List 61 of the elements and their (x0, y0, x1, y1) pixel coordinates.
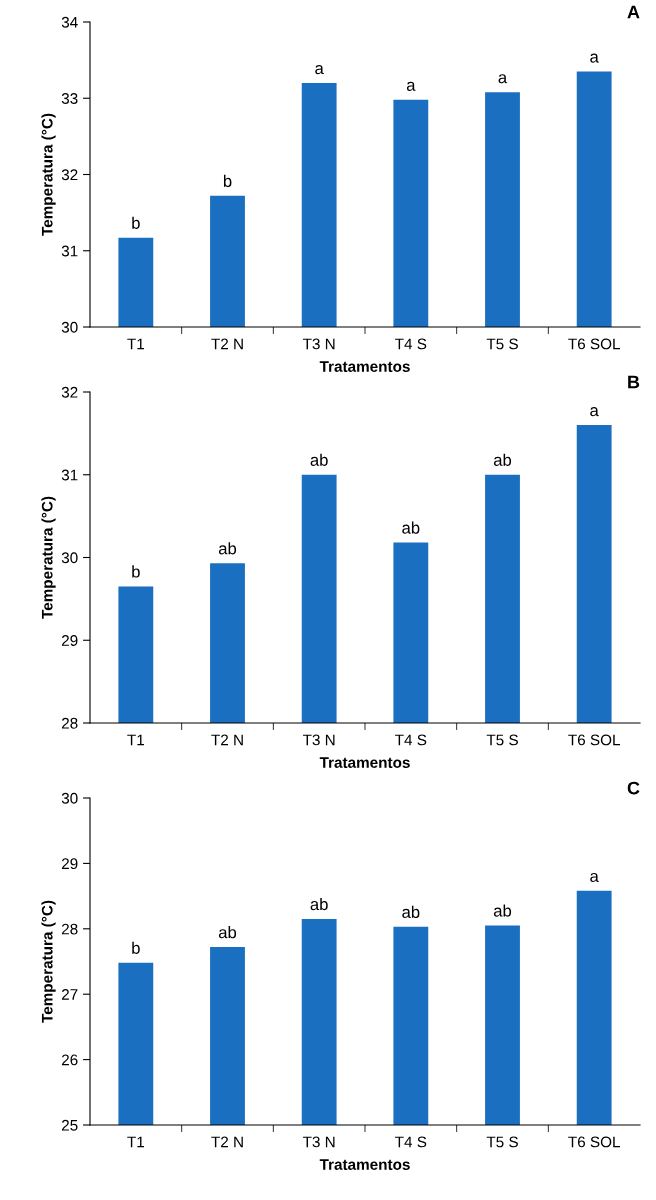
y-tick-label: 25 (61, 1119, 78, 1131)
x-tick-label: T6 SOL (568, 338, 620, 350)
x-axis-title: Tratamentos (319, 361, 410, 372)
chart-title: C (627, 781, 640, 795)
x-tick-label: T1 (127, 734, 144, 746)
annotation: a (315, 65, 324, 75)
y-tick-label: 31 (61, 469, 78, 481)
annotation: a (498, 74, 508, 84)
y-tick-label: 30 (61, 321, 78, 333)
x-tick-label: T5 S (486, 734, 518, 746)
annotation: ab (218, 542, 237, 555)
annotation: b (132, 941, 140, 954)
x-tick-label: T2 N (211, 734, 243, 746)
x-tick-label: T3 N (302, 734, 335, 746)
x-tick-label: T1 (127, 338, 144, 350)
x-tick-label: T3 N (302, 338, 335, 350)
x-tick-label: T5 S (486, 338, 518, 350)
annotation: ab (402, 521, 420, 534)
y-tick-label: 29 (61, 858, 78, 870)
annotation: b (132, 565, 140, 578)
annotation: a (590, 53, 599, 63)
y-tick-label: 29 (61, 635, 78, 646)
y-tick-label: 27 (61, 989, 78, 1000)
y-tick-label: 26 (61, 1054, 78, 1066)
y-axis-title: Temperatura (°C) (41, 496, 56, 619)
y-tick-label: 32 (61, 386, 78, 398)
x-tick-label: T4 S (395, 338, 427, 350)
y-tick-label: 30 (61, 792, 78, 804)
x-axis-title: Tratamentos (319, 1159, 410, 1170)
chart-title: B (628, 375, 640, 389)
x-tick-label: T3 N (302, 1136, 335, 1148)
annotation: a (590, 407, 599, 417)
annotation: ab (310, 897, 328, 911)
x-tick-label: T1 (127, 1136, 144, 1148)
annotation: a (406, 81, 416, 91)
annotation: ab (218, 926, 237, 939)
y-tick-label: 28 (61, 717, 78, 729)
y-tick-label: 31 (61, 245, 78, 257)
y-tick-label: 32 (61, 169, 78, 181)
annotation: b (132, 216, 140, 229)
x-axis-title: Tratamentos (319, 757, 410, 768)
annotation: a (590, 872, 599, 883)
annotation: ab (310, 453, 328, 466)
annotation: b (223, 174, 232, 187)
x-tick-label: T2 N (211, 338, 243, 350)
y-tick-label: 30 (61, 552, 78, 564)
x-tick-label: T5 S (486, 1136, 518, 1148)
x-tick-label: T6 SOL (568, 734, 620, 746)
x-tick-label: T4 S (395, 1136, 427, 1148)
annotation: ab (493, 904, 512, 917)
chart-title: A (627, 5, 640, 19)
y-tick-label: 28 (61, 923, 78, 935)
y-tick-label: 34 (61, 16, 78, 28)
x-tick-label: T6 SOL (568, 1136, 620, 1148)
annotation: ab (493, 453, 512, 466)
x-tick-label: T4 S (395, 734, 427, 746)
x-tick-label: T2 N (211, 1136, 243, 1148)
y-axis-title: Temperatura (°C) (41, 900, 56, 1023)
y-tick-label: 33 (61, 93, 78, 104)
y-axis-title: Temperatura (°C) (41, 113, 56, 236)
annotation: ab (402, 905, 420, 918)
